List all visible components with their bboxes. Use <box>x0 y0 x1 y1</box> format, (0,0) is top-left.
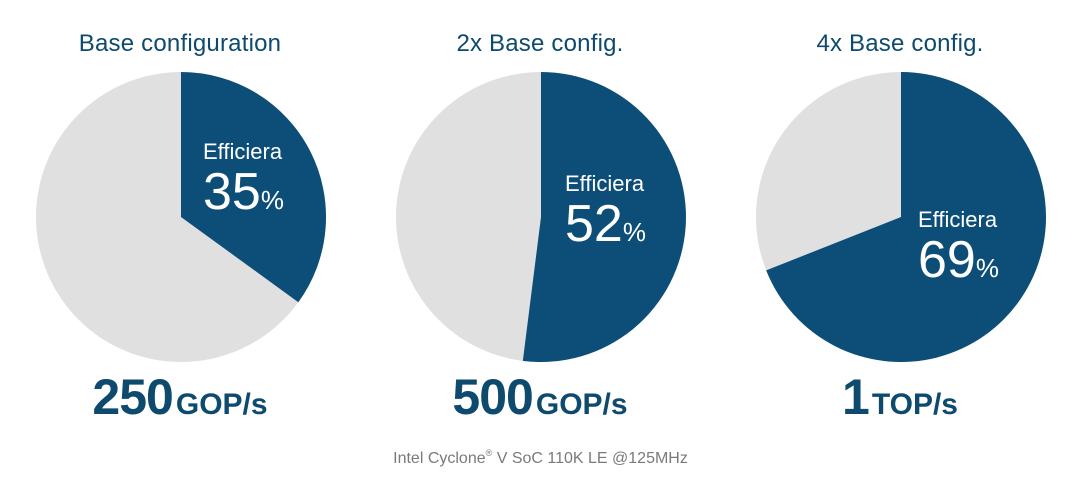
slice-percent: 52% <box>565 195 646 253</box>
pie-slice-efficiera <box>522 72 686 362</box>
chart-panel-2x: 2x Base config. Efficiera 52% 500 GOP/s <box>360 0 720 440</box>
slice-name: Efficiera <box>565 171 645 196</box>
slice-percent: 35% <box>203 163 284 221</box>
throughput-label: 500 GOP/s <box>360 368 720 426</box>
chart-title: Base configuration <box>78 30 282 57</box>
throughput-value: 500 <box>452 369 533 425</box>
footer-caption: Intel Cyclone® V SoC 110K LE @125MHz <box>393 448 688 467</box>
throughput-unit: GOP/s <box>535 388 628 421</box>
throughput-value: 1 <box>842 369 870 425</box>
slice-label: Efficiera 35% <box>203 140 284 226</box>
slice-label: Efficiera 52% <box>565 172 646 258</box>
chart-title: 2x Base config. <box>456 30 624 57</box>
pie-chart <box>396 72 686 362</box>
registered-mark: ® <box>485 448 493 458</box>
pie-chart <box>36 72 327 362</box>
throughput-label: 1 TOP/s <box>720 368 1080 426</box>
slice-label: Efficiera 69% <box>918 208 999 294</box>
pie-slice-efficiera <box>766 72 1046 363</box>
pie-chart <box>756 72 1046 363</box>
throughput-value: 250 <box>92 369 173 425</box>
slice-name: Efficiera <box>203 139 283 164</box>
chart-title: 4x Base config. <box>816 30 984 57</box>
chart-panel-4x: 4x Base config. Efficiera 69% 1 TOP/s <box>720 0 1080 440</box>
slice-name: Efficiera <box>918 207 998 232</box>
pie-slice-efficiera <box>181 72 327 303</box>
chart-panel-base: Base configuration Efficiera 35% 250 GOP/… <box>0 0 360 440</box>
throughput-unit: GOP/s <box>175 388 268 421</box>
throughput-unit: TOP/s <box>871 388 958 421</box>
throughput-label: 250 GOP/s <box>0 368 360 426</box>
slice-percent: 69% <box>918 231 999 289</box>
